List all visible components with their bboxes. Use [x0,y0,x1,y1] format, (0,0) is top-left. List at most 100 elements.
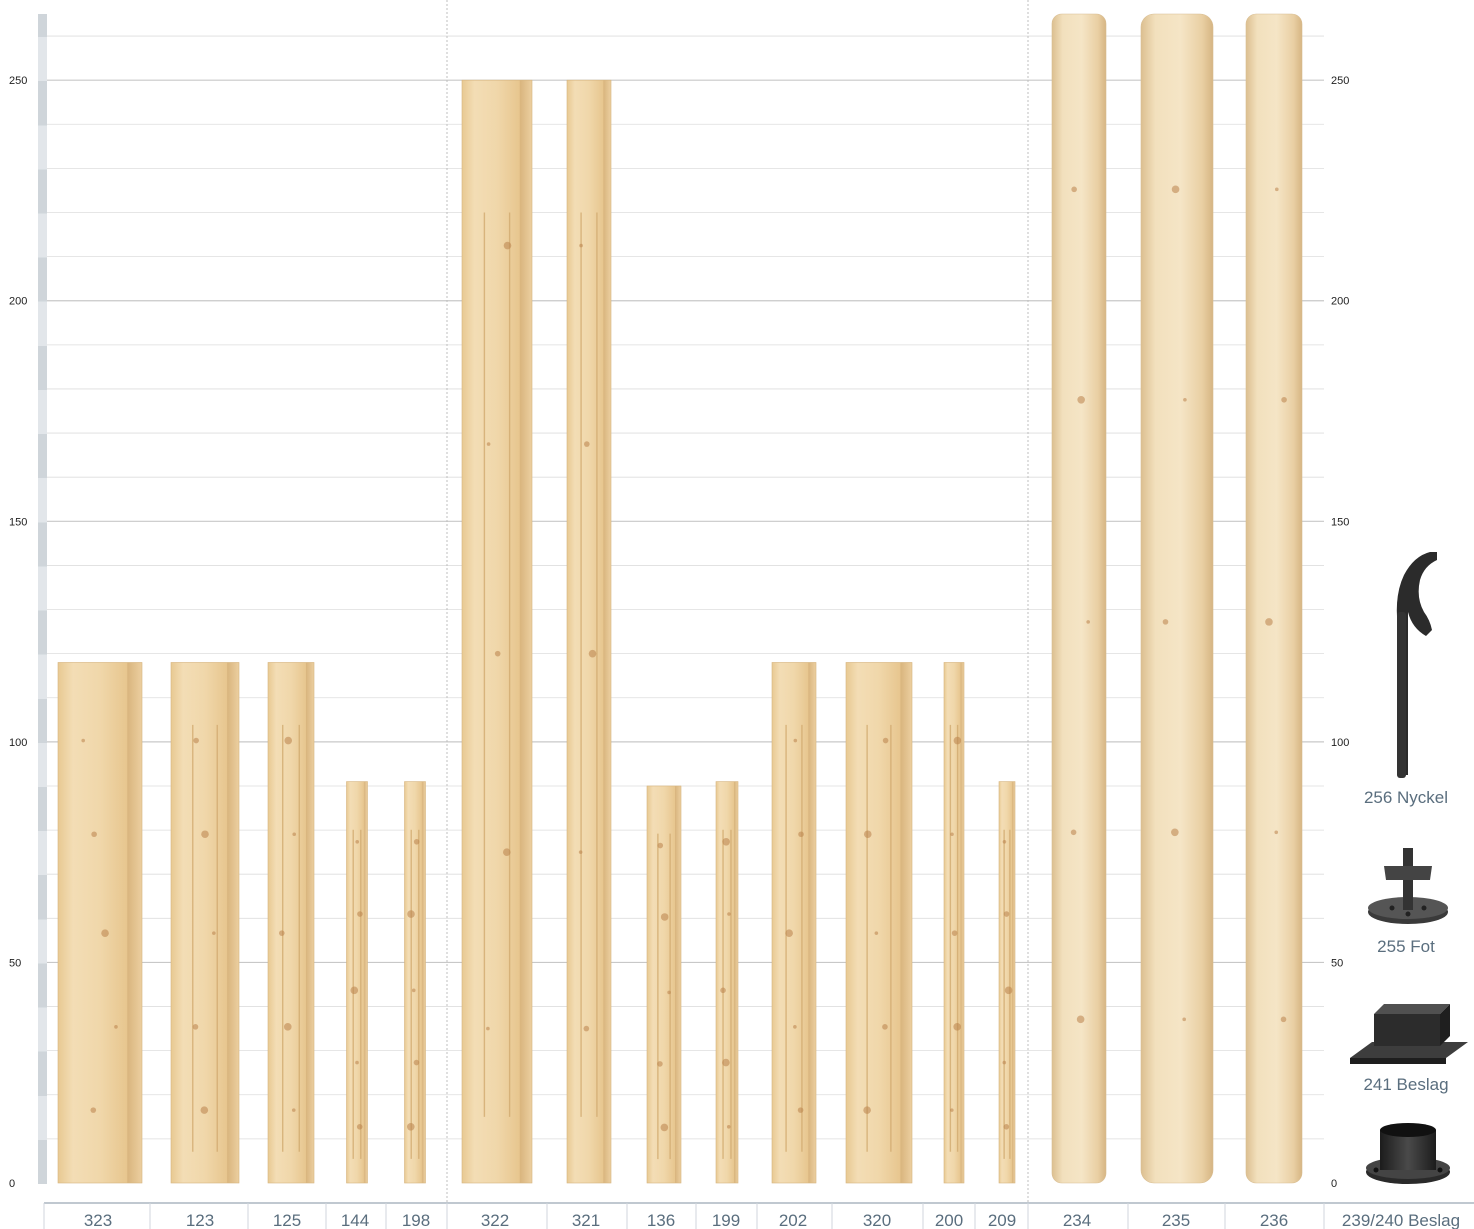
wood-knot [1002,839,1007,844]
post-bar-body [461,79,533,1184]
wood-knot [667,990,671,995]
wood-knot [1086,620,1090,624]
foot-plate-icon [1368,848,1448,924]
wood-knot [797,1107,804,1113]
wood-knot [503,241,512,250]
category-label: 321 [572,1211,600,1229]
ytick-label-left: 50 [9,957,21,969]
wood-knot [486,442,491,446]
post-bar-236 [1245,13,1303,1184]
post-bar-body [1051,13,1107,1184]
category-label: 202 [779,1211,807,1229]
category-label: 125 [273,1211,301,1229]
wood-knot [413,1059,420,1066]
wood-knot [584,441,590,447]
wood-knot [785,929,793,937]
post-bar-320 [845,662,913,1184]
wood-knot [588,649,597,658]
category-label: 200 [935,1211,963,1229]
wood-knot [357,911,363,917]
wood-knot [579,243,583,248]
wood-knot [279,930,285,936]
wood-knot [355,839,360,844]
category-label: 322 [481,1211,509,1229]
post-bar-202 [771,662,817,1184]
wood-knot [193,737,199,744]
wood-knot [192,1024,199,1030]
wood-knot [1077,395,1085,404]
wood-knot [407,1122,415,1131]
wood-knot [951,930,958,936]
wood-knot [863,830,872,839]
post-bar-body [715,781,739,1184]
wood-knot [292,832,297,837]
wood-knot [90,1107,97,1113]
wood-knot [1281,396,1287,403]
wood-knot [1183,397,1187,402]
post-bar-323 [57,662,143,1184]
ytick-label-left: 150 [9,516,27,528]
ytick-label-right: 50 [1331,957,1343,969]
wood-knot [722,1058,730,1067]
wood-knot [283,1023,292,1031]
post-bar-body [57,662,143,1184]
post-bar-144 [346,781,368,1184]
wood-knot [660,1123,669,1132]
wood-knot [284,736,293,745]
wood-knot [950,1108,954,1112]
post-bar-234 [1051,13,1107,1184]
wood-knot [1071,186,1077,193]
wood-knot [874,931,879,935]
wood-knot [882,1024,888,1030]
wood-knot [1076,1015,1085,1024]
wood-knot [793,1025,797,1029]
post-bar-321 [566,79,612,1184]
post-bar-209 [998,781,1016,1184]
wood-knot [583,1025,590,1032]
wood-knot [291,1108,296,1112]
ytick-label-right: 100 [1331,737,1349,749]
wood-knot [1182,1017,1186,1022]
wood-knot [407,910,415,918]
category-label: 320 [863,1211,891,1229]
post-bar-body [771,662,817,1184]
category-label: 323 [84,1211,112,1229]
post-bar-body [998,781,1016,1184]
wood-knot [722,837,730,846]
ytick-label-left: 250 [9,75,27,87]
wood-knot [953,736,962,745]
wood-knot [1070,829,1077,836]
wood-knot [201,830,209,839]
post-bar-322 [461,79,533,1184]
wood-knot [200,1106,209,1114]
wood-knot [950,832,954,837]
wood-knot [494,650,501,657]
wood-knot [1003,1123,1010,1130]
post-bar-200 [943,662,965,1184]
wood-knot [1003,911,1010,917]
hook-key-icon [1396,552,1437,778]
wood-knot [863,1106,871,1114]
accessory-label-fot: 255 Fot [1377,937,1435,956]
accessory-label-239-240-beslag: 239/240 Beslag [1342,1211,1460,1229]
category-label: 235 [1162,1211,1190,1229]
square-bracket-icon [1350,1004,1468,1064]
wood-knot [91,831,97,838]
wood-knot [1171,185,1180,194]
height-scale-strip [38,14,47,1184]
category-label: 199 [712,1211,740,1229]
wood-knot [356,1123,363,1130]
round-bracket-icon [1366,1123,1450,1184]
category-label: 236 [1260,1211,1288,1229]
post-bar-body [646,785,682,1184]
post-bar-125 [267,662,315,1184]
category-label: 136 [647,1211,675,1229]
category-label: 144 [341,1211,369,1229]
wood-knot [212,931,216,935]
post-bar-198 [404,781,426,1184]
wood-knot [720,987,726,994]
ytick-label-left: 200 [9,296,27,308]
wood-knot [1171,828,1179,837]
post-bar-123 [170,662,240,1184]
